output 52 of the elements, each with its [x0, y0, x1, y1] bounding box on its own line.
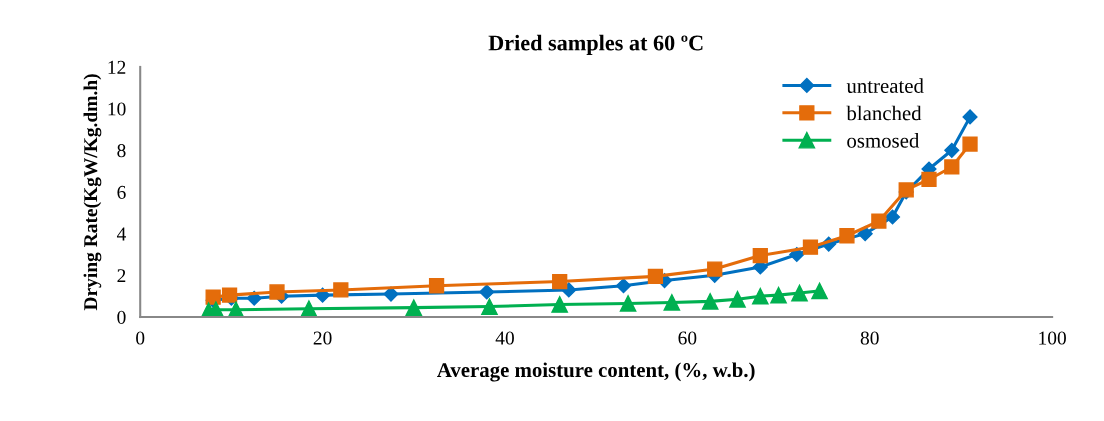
point — [405, 299, 423, 316]
y-tick-label: 12 — [108, 60, 126, 74]
point — [615, 278, 632, 294]
point — [921, 171, 937, 188]
point — [752, 247, 768, 264]
point — [551, 296, 569, 313]
point — [884, 209, 901, 225]
point — [647, 268, 664, 285]
y-tick-label: 2 — [117, 269, 126, 283]
point — [811, 282, 828, 300]
point — [479, 284, 495, 300]
legend-label: blanched — [846, 105, 922, 121]
point — [552, 273, 568, 290]
legend-label: untreated — [846, 78, 924, 93]
x-tick-label: 20 — [313, 331, 332, 345]
x-tick-label: 0 — [136, 331, 145, 345]
point — [707, 261, 723, 277]
point — [663, 294, 681, 311]
y-tick-label: 6 — [117, 185, 126, 199]
point — [962, 109, 978, 125]
x-tick-label: 100 — [1039, 331, 1066, 345]
y-tick-label: 4 — [116, 227, 127, 241]
point — [770, 286, 787, 304]
point — [944, 159, 960, 175]
point — [751, 287, 769, 305]
point — [333, 282, 349, 298]
point — [619, 295, 637, 312]
point — [802, 239, 819, 255]
y-tick-label: 8 — [117, 144, 126, 158]
point — [300, 300, 318, 318]
y-tick-label: 10 — [108, 102, 126, 116]
x-tick-label: 60 — [678, 331, 697, 345]
point — [962, 136, 978, 152]
point — [839, 228, 855, 244]
point — [729, 290, 746, 308]
x-tick-label: 40 — [495, 331, 514, 345]
point — [871, 213, 887, 229]
y-axis-title: Drying Rate(KgW/Kg.dm.h) — [83, 74, 102, 311]
point — [269, 284, 285, 300]
chart-title: Dried samples at 60 ºC — [488, 34, 703, 55]
x-axis-title: Average moisture content, (%, w.b.) — [437, 362, 755, 382]
point — [428, 278, 445, 294]
point — [857, 226, 873, 242]
point — [791, 284, 808, 302]
point — [944, 142, 960, 158]
x-tick-label: 80 — [860, 331, 879, 345]
point — [481, 298, 498, 315]
y-tick-label: 0 — [117, 310, 126, 324]
point — [221, 287, 238, 303]
legend-label: osmosed — [847, 133, 920, 148]
point — [205, 289, 221, 305]
point — [701, 293, 719, 310]
